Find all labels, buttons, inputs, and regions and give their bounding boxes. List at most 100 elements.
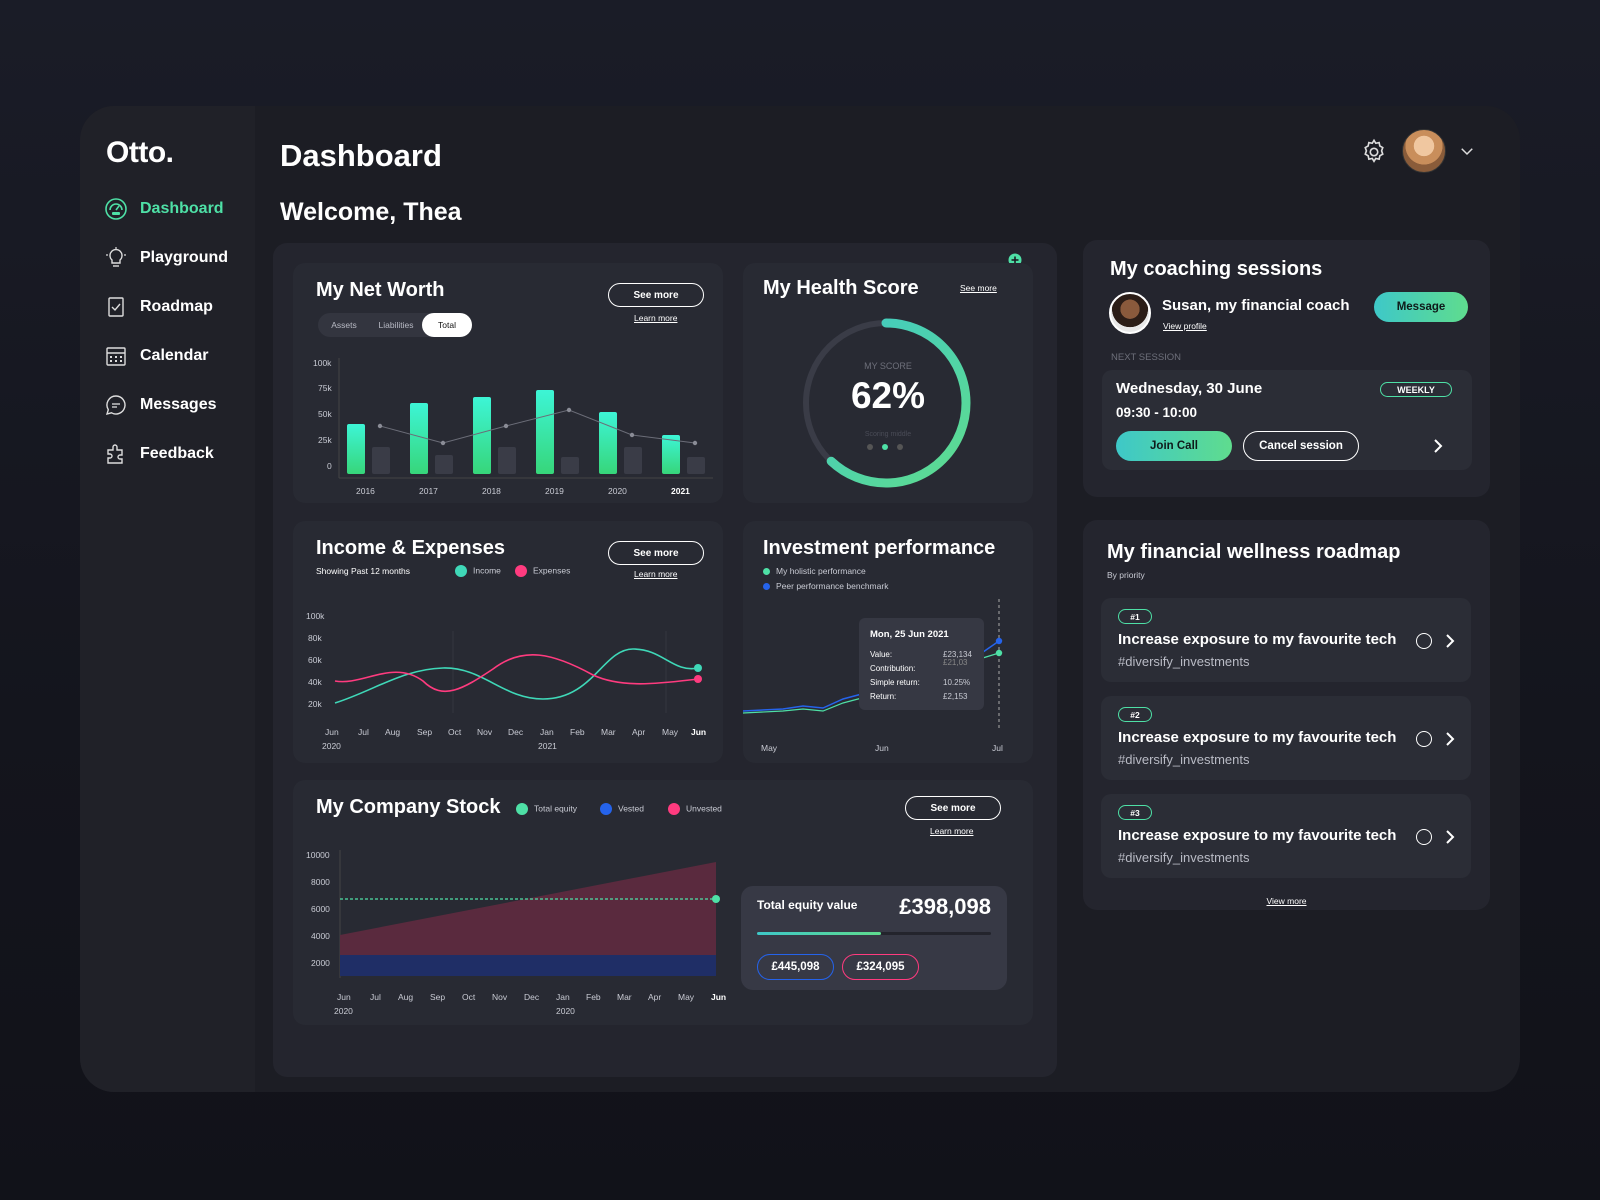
sidebar-item-roadmap[interactable]: Roadmap bbox=[104, 292, 213, 322]
sidebar-item-feedback[interactable]: Feedback bbox=[104, 439, 214, 469]
rank-badge: #2 bbox=[1118, 707, 1152, 722]
logo: Otto. bbox=[106, 136, 174, 169]
sidebar-item-messages[interactable]: Messages bbox=[104, 390, 217, 420]
sidebar-item-label: Dashboard bbox=[140, 200, 224, 217]
sidebar-item-label: Roadmap bbox=[140, 298, 213, 315]
y-tick: 4000 bbox=[311, 931, 330, 941]
roadmap-item[interactable]: #1 Increase exposure to my favourite tec… bbox=[1101, 598, 1471, 682]
tab-assets[interactable]: Assets bbox=[331, 320, 357, 330]
calendar-icon bbox=[106, 347, 126, 366]
see-more-button[interactable]: See more bbox=[608, 541, 704, 565]
x-subtick: 2021 bbox=[538, 741, 557, 751]
sidebar-item-calendar[interactable]: Calendar bbox=[104, 341, 208, 371]
roadmap-item[interactable]: #2 Increase exposure to my favourite tec… bbox=[1101, 696, 1471, 780]
expenses-line bbox=[334, 654, 699, 692]
avatar[interactable] bbox=[1402, 129, 1446, 173]
tab-liabilities[interactable]: Liabilities bbox=[378, 320, 414, 330]
trend-point bbox=[692, 440, 698, 446]
x-tick: May bbox=[662, 727, 679, 737]
complete-radio[interactable] bbox=[1416, 731, 1432, 747]
y-tick: 25k bbox=[318, 435, 332, 445]
x-tick: Jun bbox=[337, 992, 351, 1002]
message-button[interactable]: Message bbox=[1374, 292, 1468, 322]
net-worth-chart bbox=[338, 358, 713, 479]
equity-value: £398,098 bbox=[899, 894, 991, 919]
cancel-session-button[interactable]: Cancel session bbox=[1243, 431, 1359, 461]
chevron-right-icon[interactable] bbox=[1430, 437, 1446, 455]
x-tick: 2017 bbox=[419, 486, 438, 496]
learn-more-link[interactable]: Learn more bbox=[634, 569, 678, 579]
investment-title: Investment performance bbox=[763, 537, 996, 559]
legend-label: My holistic performance bbox=[776, 566, 866, 576]
session-card: Wednesday, 30 June 09:30 - 10:00 WEEKLY … bbox=[1102, 370, 1472, 470]
roadmap-item[interactable]: #3 Increase exposure to my favourite tec… bbox=[1101, 794, 1471, 878]
vested-value-pill: £445,098 bbox=[757, 954, 834, 980]
legend-label: Vested bbox=[618, 803, 644, 814]
x-tick: Oct bbox=[448, 727, 462, 737]
learn-more-link[interactable]: Learn more bbox=[930, 826, 974, 836]
sidebar-item-label: Feedback bbox=[140, 445, 214, 462]
complete-radio[interactable] bbox=[1416, 829, 1432, 845]
x-tick: Apr bbox=[648, 992, 662, 1002]
y-tick: 20k bbox=[308, 699, 322, 709]
roadmap-title: My financial wellness roadmap bbox=[1107, 541, 1401, 563]
gear-icon[interactable] bbox=[1360, 138, 1388, 166]
x-tick: Jun bbox=[325, 727, 339, 737]
legend-holistic: My holistic performance bbox=[763, 566, 866, 576]
tab-total[interactable]: Total bbox=[422, 313, 472, 337]
legend-dot bbox=[763, 583, 770, 591]
equity-progress-fill bbox=[757, 932, 882, 935]
tooltip-key: Contribution: bbox=[870, 664, 916, 673]
view-profile-link[interactable]: View profile bbox=[1163, 321, 1207, 331]
carousel-dot bbox=[897, 444, 903, 450]
x-tick: Aug bbox=[398, 992, 414, 1002]
y-tick: 100k bbox=[313, 358, 332, 368]
chevron-down-icon[interactable] bbox=[1458, 142, 1476, 160]
roadmap-subtitle: By priority bbox=[1107, 570, 1145, 580]
tooltip-value: £2,153 bbox=[943, 692, 968, 701]
sidebar-item-playground[interactable]: Playground bbox=[104, 243, 228, 273]
company-stock-card: My Company Stock Total equity Vested Unv… bbox=[293, 780, 1033, 1025]
x-tick: Jun bbox=[691, 727, 707, 737]
legend-label: Expenses bbox=[533, 565, 571, 576]
x-tick: Feb bbox=[570, 727, 585, 737]
tooltip-key: Value: bbox=[870, 650, 893, 659]
peer-point bbox=[995, 637, 1003, 645]
equity-progress-track bbox=[757, 932, 991, 935]
complete-radio[interactable] bbox=[1416, 633, 1432, 649]
bar bbox=[410, 403, 428, 474]
x-tick: 2020 bbox=[608, 486, 627, 496]
income-expenses-title: Income & Expenses bbox=[316, 537, 505, 559]
bar-secondary bbox=[498, 447, 516, 474]
x-tick: Jul bbox=[992, 743, 1003, 753]
learn-more-link[interactable]: Learn more bbox=[634, 313, 678, 323]
coach-avatar[interactable] bbox=[1109, 292, 1151, 334]
see-more-button[interactable]: See more bbox=[905, 796, 1001, 820]
view-more-link[interactable]: View more bbox=[1266, 896, 1307, 906]
tooltip-value: £21,03 bbox=[943, 658, 968, 667]
legend-dot bbox=[763, 568, 770, 576]
see-more-link[interactable]: See more bbox=[960, 283, 997, 293]
x-tick: 2019 bbox=[545, 486, 564, 496]
chevron-right-icon[interactable] bbox=[1443, 632, 1457, 650]
company-stock-chart bbox=[339, 850, 720, 978]
y-tick: 100k bbox=[306, 611, 325, 621]
roadmap-item-tag: #diversify_investments bbox=[1118, 654, 1250, 669]
sidebar-item-dashboard[interactable]: Dashboard bbox=[104, 194, 224, 224]
trend-line bbox=[379, 409, 696, 444]
net-worth-tabs: Assets Liabilities Total bbox=[318, 313, 472, 337]
chevron-right-icon[interactable] bbox=[1443, 730, 1457, 748]
carousel-dot bbox=[882, 444, 888, 450]
carousel-dots[interactable] bbox=[866, 443, 910, 451]
see-more-button[interactable]: See more bbox=[608, 283, 704, 307]
bar bbox=[599, 412, 617, 474]
chevron-right-icon[interactable] bbox=[1443, 828, 1457, 846]
income-expenses-chart bbox=[334, 631, 702, 713]
y-tick: 0 bbox=[327, 461, 332, 471]
legend-dot bbox=[455, 565, 467, 577]
join-call-button[interactable]: Join Call bbox=[1116, 431, 1232, 461]
x-tick: Sep bbox=[417, 727, 433, 737]
score-label: MY SCORE bbox=[864, 361, 912, 371]
equity-label: Total equity value bbox=[757, 898, 858, 912]
score-ring-progress bbox=[801, 318, 971, 488]
